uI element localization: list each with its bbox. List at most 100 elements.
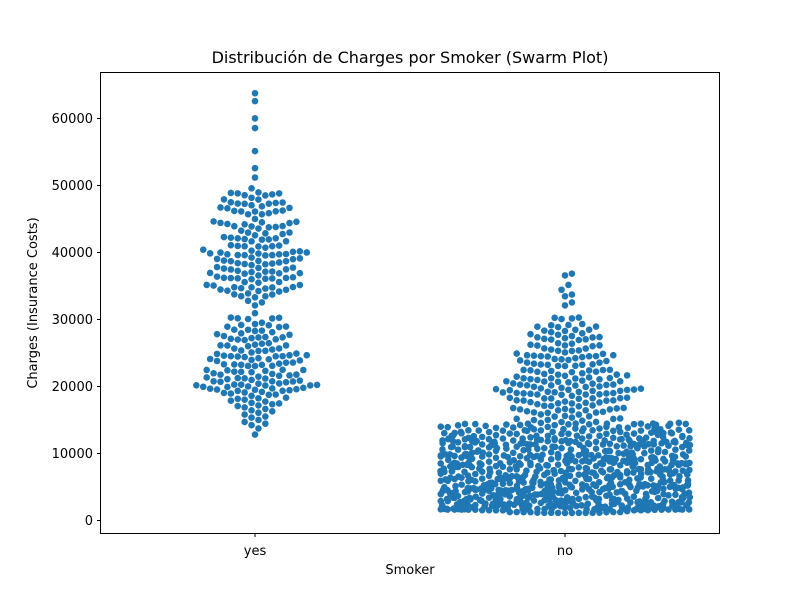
data-point-no <box>441 484 448 491</box>
data-point-no <box>558 286 565 293</box>
data-point-yes <box>228 266 235 273</box>
data-point-yes <box>214 273 221 280</box>
data-point-yes <box>252 321 259 328</box>
data-point-no <box>671 438 678 445</box>
data-point-yes <box>269 329 276 336</box>
data-point-no <box>558 356 565 363</box>
data-point-no <box>607 375 614 382</box>
data-point-yes <box>290 378 297 385</box>
data-point-no <box>593 368 600 375</box>
data-point-yes <box>207 385 214 392</box>
data-point-yes <box>290 264 297 271</box>
data-point-yes <box>255 196 262 203</box>
data-point-yes <box>259 361 266 368</box>
data-point-no <box>589 343 596 350</box>
data-point-no <box>655 495 662 502</box>
data-point-no <box>682 421 689 428</box>
data-point-yes <box>262 252 269 259</box>
data-point-yes <box>207 270 214 277</box>
data-point-no <box>580 425 587 432</box>
data-point-yes <box>252 363 259 370</box>
data-point-yes <box>248 357 255 364</box>
data-point-no <box>562 349 569 356</box>
data-point-no <box>586 353 593 360</box>
data-point-no <box>617 387 624 394</box>
data-point-no <box>534 369 541 376</box>
data-point-no <box>555 400 562 407</box>
data-point-yes <box>259 203 266 210</box>
data-point-yes <box>224 376 231 383</box>
data-point-no <box>586 367 593 374</box>
data-point-no <box>541 345 548 352</box>
data-point-no <box>586 374 593 381</box>
data-point-no <box>624 372 631 379</box>
data-point-no <box>565 379 572 386</box>
data-point-no <box>496 469 503 476</box>
data-point-no <box>610 427 617 434</box>
data-point-no <box>544 469 551 476</box>
data-point-no <box>517 381 524 388</box>
data-point-no <box>596 334 603 341</box>
data-point-yes <box>238 208 245 215</box>
data-point-yes <box>228 242 235 249</box>
data-point-no <box>458 481 465 488</box>
data-point-yes <box>210 378 217 385</box>
data-point-yes <box>266 322 273 329</box>
data-point-yes <box>245 343 252 350</box>
data-point-no <box>520 367 527 374</box>
data-point-no <box>534 334 541 341</box>
data-point-no <box>543 462 550 469</box>
data-point-no <box>551 356 558 363</box>
data-point-yes <box>266 224 273 231</box>
data-point-yes <box>241 261 248 268</box>
data-point-no <box>635 466 642 473</box>
data-point-no <box>576 347 583 354</box>
data-point-yes <box>241 192 248 199</box>
data-point-yes <box>255 265 262 272</box>
data-point-no <box>578 502 585 509</box>
data-point-yes <box>259 211 266 218</box>
data-point-no <box>458 429 465 436</box>
data-point-no <box>535 463 542 470</box>
data-point-yes <box>293 371 300 378</box>
data-point-no <box>544 417 551 424</box>
data-point-no <box>462 451 469 458</box>
data-point-yes <box>241 201 248 208</box>
data-point-no <box>558 316 565 323</box>
data-point-no <box>579 361 586 368</box>
data-point-no <box>563 437 570 444</box>
data-point-no <box>648 447 655 454</box>
data-point-yes <box>228 397 235 404</box>
data-point-no <box>569 333 576 340</box>
data-point-no <box>447 451 454 458</box>
data-point-yes <box>293 218 300 225</box>
data-point-no <box>613 443 620 450</box>
data-point-no <box>501 452 508 459</box>
data-point-no <box>507 430 514 437</box>
data-point-yes <box>248 223 255 230</box>
data-point-no <box>500 435 507 442</box>
data-point-yes <box>255 189 262 196</box>
data-point-no <box>531 360 538 367</box>
data-point-no <box>596 479 603 486</box>
data-point-no <box>641 450 648 457</box>
chart-title: Distribución de Charges por Smoker (Swar… <box>212 48 609 67</box>
data-point-yes <box>259 327 266 334</box>
data-point-no <box>585 440 592 447</box>
data-point-yes <box>255 402 262 409</box>
data-point-yes <box>248 377 255 384</box>
data-point-no <box>623 431 630 438</box>
data-point-no <box>576 337 583 344</box>
data-point-no <box>686 489 693 496</box>
data-point-yes <box>228 353 235 360</box>
data-point-yes <box>297 255 304 262</box>
data-point-no <box>470 485 477 492</box>
data-point-no <box>470 433 477 440</box>
data-point-no <box>638 456 645 463</box>
data-point-no <box>669 453 676 460</box>
data-point-yes <box>234 243 241 250</box>
data-point-yes <box>221 257 228 264</box>
data-point-no <box>544 353 551 360</box>
data-point-no <box>626 477 633 484</box>
data-point-yes <box>255 425 262 432</box>
